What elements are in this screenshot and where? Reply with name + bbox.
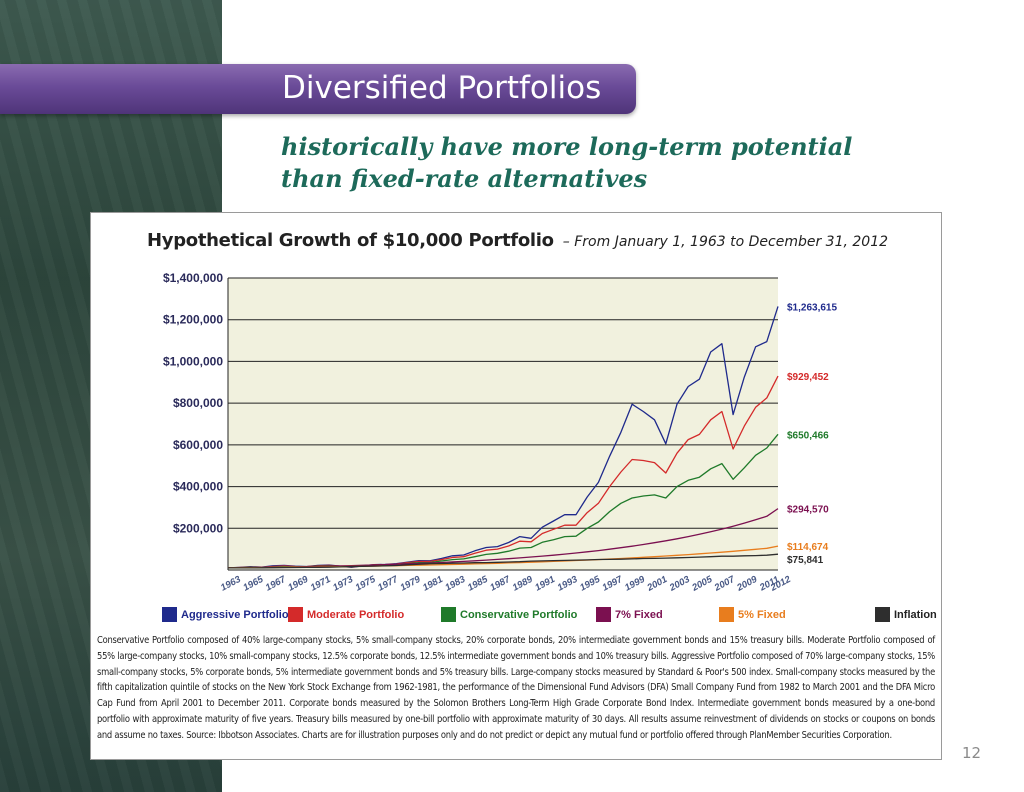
x-tick-label: 1967 (264, 574, 288, 594)
series-end-label: $1,263,615 (787, 302, 837, 313)
legend-item: Conservative Portfolio (441, 606, 578, 623)
chart-heading: Hypothetical Growth of $10,000 Portfolio… (147, 230, 888, 251)
chart-footnote: Conservative Portfolio composed of 40% l… (97, 635, 935, 741)
x-tick-label: 1971 (309, 574, 333, 594)
x-tick-label: 2009 (734, 574, 759, 594)
x-tick-label: 2001 (645, 574, 670, 594)
x-tick-label: 1983 (443, 574, 467, 594)
x-tick-label: 1963 (219, 574, 243, 594)
x-tick-label: 1985 (466, 574, 490, 594)
y-tick-label: $400,000 (173, 480, 223, 494)
legend-item: 5% Fixed (719, 606, 786, 623)
x-tick-label: 1969 (286, 574, 310, 594)
legend-swatch (162, 607, 177, 623)
y-tick-label: $1,200,000 (163, 313, 223, 327)
subtitle-line-1: historically have more long-term potenti… (281, 132, 853, 161)
x-tick-label: 1981 (421, 574, 445, 594)
legend-swatch (719, 607, 734, 623)
y-tick-label: $600,000 (173, 438, 223, 452)
legend-label: Inflation (894, 608, 937, 621)
series-end-label: $650,466 (787, 430, 829, 441)
x-tick-label: 1995 (578, 574, 602, 594)
x-tick-label: 1989 (511, 574, 535, 594)
page-number: 12 (962, 744, 982, 762)
series-end-label: $114,674 (787, 542, 829, 553)
y-tick-label: $200,000 (173, 521, 223, 535)
x-tick-label: 1979 (399, 574, 423, 594)
line-chart: $1,400,000 $1,200,000 $1,000,000 $800,000 $6… (163, 271, 838, 594)
x-tick-label: 1977 (376, 574, 400, 594)
chart-subtitle: – From January 1, 1963 to December 31, 2… (562, 234, 889, 250)
legend-label: 7% Fixed (615, 608, 663, 621)
y-tick-label: $1,400,000 (163, 271, 223, 285)
x-tick-label: 1997 (601, 574, 625, 594)
legend-item: Moderate Portfolio (288, 606, 405, 623)
x-tick-label: 2005 (689, 574, 714, 594)
legend-label: 5% Fixed (738, 608, 786, 621)
x-tick-label: 1991 (533, 574, 557, 594)
chart-title: Hypothetical Growth of $10,000 Portfolio (147, 230, 554, 251)
slide-subtitle: historically have more long-term potenti… (281, 131, 981, 195)
legend-swatch (288, 607, 303, 623)
legend-label: Aggressive Portfolio (181, 608, 289, 621)
series-line (228, 553, 779, 569)
x-tick-label: 2003 (667, 574, 692, 594)
x-tick-label: 1999 (623, 574, 647, 594)
series-end-label: $929,452 (787, 372, 829, 383)
title-banner (0, 64, 636, 114)
x-tick-label: 1975 (354, 574, 378, 594)
x-tick-label: 1987 (488, 574, 512, 594)
legend-item: Inflation (875, 606, 937, 623)
legend-swatch (875, 607, 890, 623)
legend-swatch (441, 607, 456, 623)
chart-panel: Hypothetical Growth of $10,000 Portfolio… (90, 212, 942, 760)
x-tick-label: 1973 (331, 574, 355, 594)
x-tick-label: 2007 (712, 574, 737, 594)
y-tick-label: $800,000 (173, 396, 223, 410)
subtitle-line-2: than fixed-rate alternatives (281, 164, 648, 193)
legend-swatch (596, 607, 611, 623)
slide-title: Diversified Portfolios (282, 70, 602, 106)
legend-label: Moderate Portfolio (307, 608, 405, 621)
series-end-label: $75,841 (787, 555, 824, 566)
y-tick-label: $1,000,000 (163, 354, 223, 368)
x-tick-label: 1993 (556, 574, 580, 594)
legend-item: 7% Fixed (596, 606, 663, 623)
legend-label: Conservative Portfolio (460, 608, 578, 621)
series-end-label: $294,570 (787, 505, 829, 516)
legend-item: Aggressive Portfolio (162, 606, 289, 623)
x-tick-label: 1965 (241, 574, 265, 594)
chart-legend: Aggressive Portfolio Moderate Portfolio Co… (162, 606, 937, 624)
plot-background (228, 278, 778, 570)
